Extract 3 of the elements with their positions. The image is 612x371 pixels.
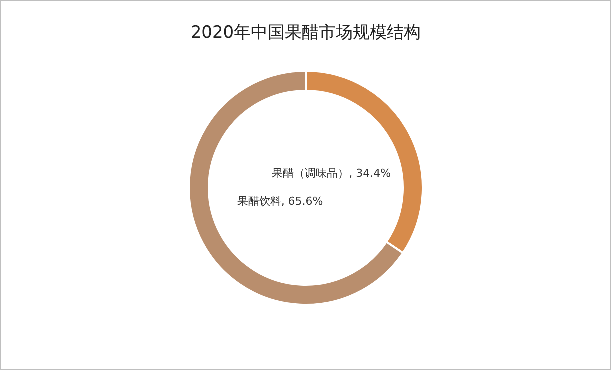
slice-label: 果醋（调味品）, 34.4%: [272, 166, 392, 182]
slice-label: 果醋饮料, 65.6%: [237, 194, 324, 210]
chart-title: 2020年中国果醋市场规模结构: [190, 23, 422, 43]
